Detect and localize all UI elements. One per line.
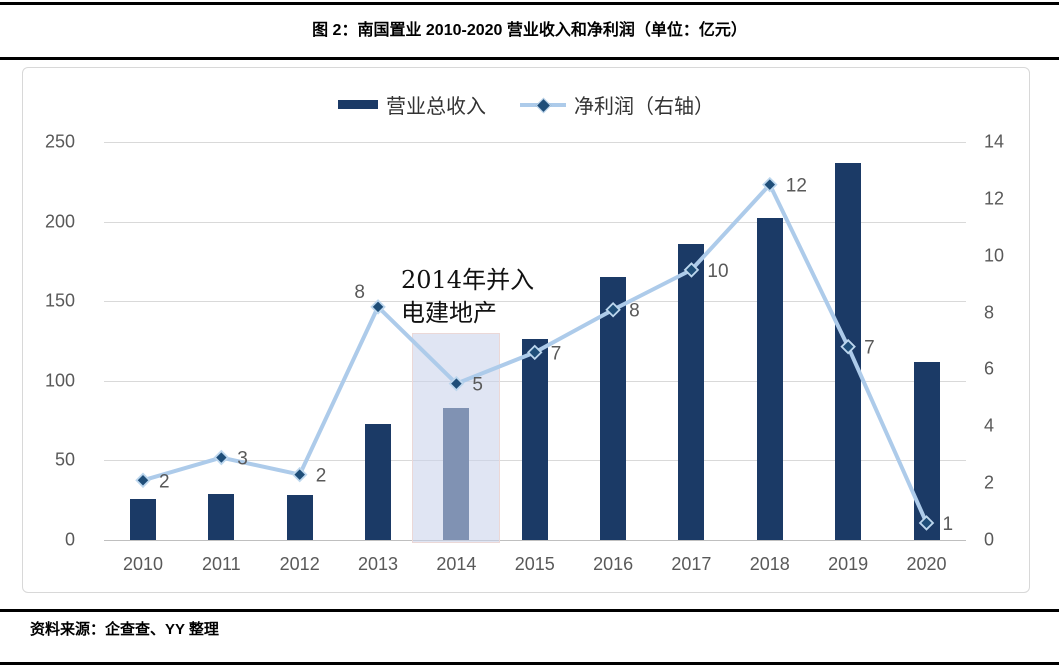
line-marker-2018 — [762, 176, 778, 193]
y-axis-tick-right: 10 — [984, 245, 1005, 266]
bar-2013 — [365, 423, 391, 540]
data-label-2010: 2 — [159, 471, 170, 492]
x-axis-tick: 2012 — [279, 554, 320, 574]
legend-label-netprofit: 净利润（右轴） — [574, 94, 714, 118]
footer-divider-line — [0, 609, 1059, 612]
y-axis-tick-left: 250 — [44, 131, 75, 152]
data-label-2020: 1 — [943, 514, 954, 535]
y-axis-tick-left: 0 — [64, 529, 75, 550]
bar-2012 — [286, 495, 313, 540]
x-axis-tick: 2011 — [201, 554, 241, 574]
line-marker-2010 — [135, 472, 151, 489]
chart-plot-area: 0 50 100 150 200 250 0 2 4 6 8 10 12 14 2010 2011 2012 20… — [23, 68, 1029, 592]
chart-annotation: 2014年并入 电建地产 — [401, 264, 534, 330]
x-axis-tick: 2018 — [749, 554, 790, 574]
y-axis-tick-left: 200 — [44, 211, 75, 232]
netprofit-line-swatch-icon — [520, 97, 566, 113]
line-marker-2012 — [291, 466, 308, 483]
title-divider-line — [0, 57, 1059, 60]
x-axis-tick: 2014 — [436, 554, 477, 574]
legend-item-revenue: 营业总收入 — [338, 90, 486, 119]
chart-panel: 营业总收入 净利润（右轴） 0 50 100 150 200 250 0 2 4 6 8 10 12 14… — [22, 67, 1030, 593]
y-axis-tick-left: 100 — [44, 370, 75, 391]
y-axis-tick-left: 150 — [44, 290, 75, 311]
source-note: 资料来源：企查查、YY 整理 — [30, 621, 219, 638]
y-axis-tick-right: 14 — [984, 131, 1005, 152]
data-label-2013: 8 — [354, 282, 365, 303]
bottom-divider-line — [0, 662, 1059, 665]
gridline — [104, 142, 966, 143]
data-label-2011: 3 — [237, 449, 248, 470]
bar-2010 — [130, 498, 156, 540]
bar-2016 — [600, 277, 627, 540]
data-label-2012: 2 — [316, 466, 327, 487]
top-divider-line — [0, 2, 1059, 5]
bar-2018 — [756, 218, 783, 540]
bar-2017 — [678, 243, 705, 540]
data-label-2017: 10 — [707, 261, 728, 282]
bar-2015 — [521, 339, 548, 540]
data-label-2019: 7 — [864, 338, 875, 359]
x-axis-tick: 2017 — [671, 554, 712, 574]
highlight-band-2014 — [412, 333, 501, 543]
figure-title: 图 2：南国置业 2010-2020 营业收入和净利润（单位：亿元） — [312, 22, 747, 39]
gridline — [104, 540, 966, 541]
data-label-2018: 12 — [786, 176, 807, 197]
legend-item-netprofit: 净利润（右轴） — [520, 90, 714, 119]
x-axis-tick: 2010 — [122, 554, 164, 574]
y-axis-tick-right: 2 — [984, 472, 995, 493]
bar-2011 — [208, 493, 235, 540]
revenue-bar-swatch-icon — [338, 100, 378, 109]
x-axis-tick: 2020 — [906, 554, 947, 574]
x-axis-tick: 2015 — [514, 554, 555, 574]
data-label-2016: 8 — [629, 301, 640, 322]
y-axis-tick-right: 4 — [984, 415, 995, 436]
x-axis-tick: 2019 — [828, 554, 869, 574]
line-marker-2011 — [213, 449, 230, 466]
y-axis-tick-right: 6 — [984, 358, 995, 379]
x-axis-tick: 2013 — [357, 554, 399, 574]
legend-label-revenue: 营业总收入 — [386, 94, 486, 118]
annotation-line-1: 2014年并入 — [401, 266, 535, 294]
y-axis-tick-left: 50 — [54, 449, 75, 470]
annotation-line-2: 电建地产 — [401, 299, 497, 327]
y-axis-tick-right: 8 — [984, 302, 995, 323]
line-marker-2013 — [370, 299, 386, 315]
bar-2020 — [913, 361, 940, 540]
x-axis-tick: 2016 — [593, 554, 634, 574]
y-axis-tick-right: 0 — [984, 529, 995, 550]
bar-2019 — [835, 162, 862, 540]
chart-legend: 营业总收入 净利润（右轴） — [23, 90, 1029, 119]
y-axis-tick-right: 12 — [984, 188, 1005, 209]
data-label-2015: 7 — [551, 343, 562, 364]
